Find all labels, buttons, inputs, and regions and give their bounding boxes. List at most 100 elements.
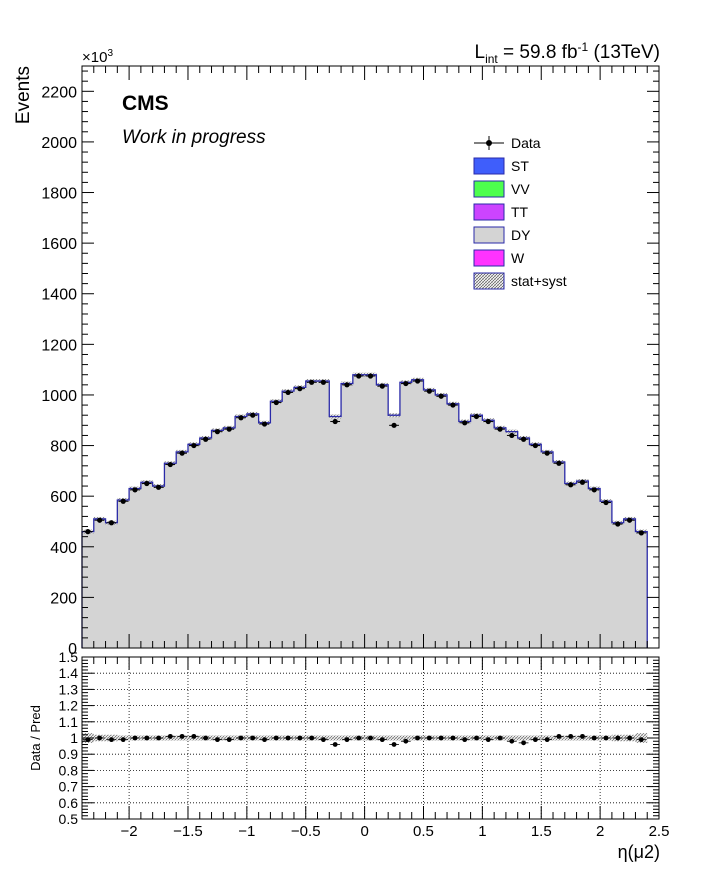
legend-label: W bbox=[511, 250, 525, 266]
data-point bbox=[450, 402, 456, 408]
ratio-y-axis-title: Data / Pred bbox=[28, 705, 43, 771]
data-point bbox=[403, 380, 409, 387]
ratio-point bbox=[215, 737, 220, 743]
ratio-point bbox=[426, 735, 432, 741]
legend-label: DY bbox=[511, 227, 531, 243]
legend-label: ST bbox=[511, 158, 529, 174]
legend-label: TT bbox=[511, 204, 529, 220]
data-point bbox=[391, 422, 397, 428]
data-point bbox=[509, 432, 515, 439]
ratio-y-tick-label: 0.8 bbox=[59, 762, 79, 778]
x-tick-label: 2 bbox=[596, 823, 604, 840]
ratio-point bbox=[109, 737, 114, 743]
ratio-point bbox=[485, 737, 491, 743]
ratio-point bbox=[638, 737, 644, 743]
data-point bbox=[155, 484, 162, 490]
data-point bbox=[603, 499, 609, 506]
data-point bbox=[367, 373, 374, 379]
ratio-point bbox=[532, 737, 538, 743]
data-point bbox=[556, 460, 562, 466]
legend-swatch bbox=[473, 226, 505, 244]
work-in-progress-label: Work in progress bbox=[122, 127, 266, 148]
legend-label: Data bbox=[511, 135, 541, 151]
ratio-point bbox=[556, 733, 562, 739]
ratio-point bbox=[462, 737, 468, 743]
ratio-uncertainty-bin bbox=[517, 735, 530, 741]
ratio-point bbox=[368, 735, 373, 741]
ratio-point bbox=[497, 735, 503, 741]
ratio-point bbox=[262, 737, 267, 743]
y-tick-label: 1200 bbox=[41, 337, 77, 354]
x-tick-label: −0.5 bbox=[291, 823, 321, 840]
data-point bbox=[273, 399, 279, 406]
ratio-point bbox=[285, 735, 291, 741]
legend-swatch bbox=[473, 272, 505, 290]
data-point bbox=[250, 412, 256, 418]
data-point bbox=[415, 378, 421, 384]
dy-stack-fill bbox=[82, 374, 648, 648]
data-point bbox=[179, 450, 185, 456]
data-point bbox=[97, 517, 103, 523]
ratio-point bbox=[450, 735, 456, 741]
ratio-panel: 0.50.60.70.80.911.11.21.31.41.5 −2 −1.5 −1… bbox=[28, 649, 669, 862]
y-tick-label: 2200 bbox=[41, 84, 77, 101]
legend-label: stat+syst bbox=[511, 273, 567, 289]
ratio-y-tick-label: 1.5 bbox=[59, 649, 79, 665]
ratio-point bbox=[356, 735, 362, 741]
x-tick-label: 1 bbox=[478, 823, 486, 840]
data-point bbox=[261, 421, 268, 427]
legend-swatch bbox=[473, 249, 505, 267]
data-point bbox=[626, 517, 633, 523]
data-point bbox=[520, 436, 527, 442]
ratio-point bbox=[320, 737, 326, 743]
ratio-point bbox=[509, 738, 515, 744]
data-point bbox=[438, 393, 444, 399]
x-tick-label: 2.5 bbox=[649, 823, 670, 840]
y-tick-label: 1800 bbox=[41, 186, 77, 203]
data-point bbox=[615, 521, 621, 527]
ratio-uncertainty-bin bbox=[505, 735, 518, 741]
legend-label: VV bbox=[511, 181, 530, 197]
x-tick-label: −2 bbox=[121, 823, 138, 840]
y-tick-label: 1400 bbox=[41, 287, 77, 304]
data-point bbox=[462, 420, 468, 426]
ratio-uncertainty-bin bbox=[399, 735, 412, 741]
ratio-y-tick-label: 0.7 bbox=[59, 779, 79, 795]
y-tick-label: 0 bbox=[68, 641, 77, 658]
x-tick-label: 1.5 bbox=[531, 823, 552, 840]
cms-label: CMS bbox=[122, 92, 169, 115]
data-point bbox=[214, 429, 221, 435]
data-point bbox=[226, 426, 232, 432]
data-point bbox=[544, 450, 550, 456]
ratio-point bbox=[615, 735, 621, 741]
data-point bbox=[144, 480, 150, 487]
ratio-point bbox=[156, 735, 161, 741]
ratio-point bbox=[226, 737, 232, 743]
data-point bbox=[285, 389, 291, 396]
ratio-point bbox=[438, 735, 444, 741]
x-tick-label: −1.5 bbox=[173, 823, 203, 840]
y-axis-title: Events bbox=[13, 66, 34, 124]
legend-marker bbox=[486, 140, 492, 146]
ratio-point bbox=[238, 735, 244, 741]
ratio-point bbox=[132, 735, 138, 741]
data-point bbox=[120, 498, 126, 504]
ratio-y-tick-label: 1 bbox=[70, 730, 78, 746]
y-tick-label: 200 bbox=[50, 590, 77, 607]
ratio-point bbox=[391, 742, 397, 747]
ratio-point bbox=[297, 735, 303, 741]
ratio-point bbox=[167, 733, 173, 739]
data-point bbox=[297, 386, 303, 392]
data-point bbox=[638, 530, 644, 536]
data-point bbox=[473, 413, 480, 420]
ratio-point bbox=[474, 735, 479, 741]
data-point bbox=[191, 442, 197, 449]
data-point bbox=[320, 379, 326, 385]
data-point bbox=[108, 520, 115, 526]
data-point bbox=[532, 442, 538, 449]
luminosity-label: Lint = 59.8 fb-1 (13TeV) bbox=[474, 40, 660, 66]
legend-swatch bbox=[473, 203, 505, 221]
ratio-point bbox=[120, 737, 126, 743]
legend-swatch bbox=[473, 180, 505, 198]
